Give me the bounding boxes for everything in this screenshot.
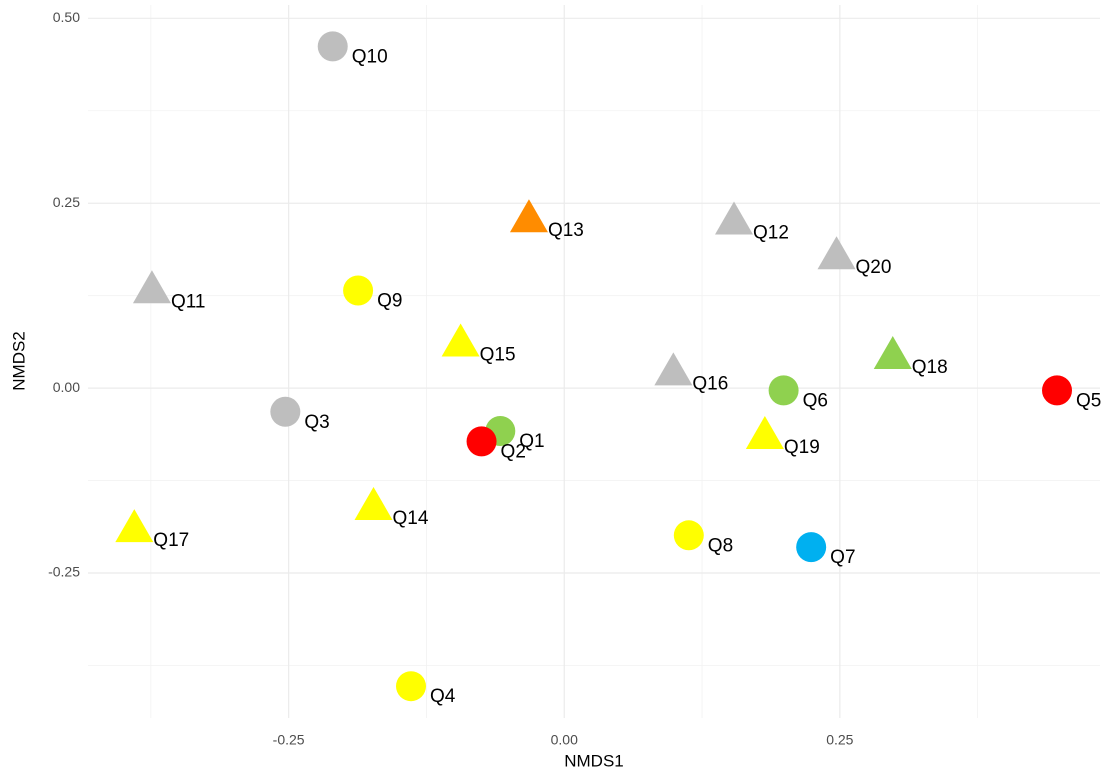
point-label: Q5 xyxy=(1076,390,1101,411)
x-axis-title: NMDS1 xyxy=(564,751,624,770)
point-triangle xyxy=(115,509,154,543)
point-triangle xyxy=(873,336,912,370)
point-triangle xyxy=(715,201,754,235)
point-label: Q20 xyxy=(856,257,892,278)
point-circle xyxy=(396,671,427,702)
y-axis-title: NMDS2 xyxy=(9,331,28,391)
point-label: Q15 xyxy=(480,345,516,366)
point-triangle xyxy=(132,270,171,304)
point-triangle xyxy=(354,486,393,520)
point-circle xyxy=(466,426,497,457)
point-label: Q10 xyxy=(352,46,388,67)
point-triangle xyxy=(745,415,784,449)
point-label: Q11 xyxy=(171,291,206,312)
point-circle xyxy=(317,31,348,62)
point-label: Q13 xyxy=(548,220,584,241)
y-tick-label: 0.25 xyxy=(53,194,80,210)
point-circle xyxy=(343,275,374,306)
point-label: Q7 xyxy=(830,547,855,568)
y-tick-label: 0.50 xyxy=(53,9,80,25)
point-circle xyxy=(270,396,301,427)
point-label: Q18 xyxy=(912,357,948,378)
point-label: Q9 xyxy=(377,291,402,312)
point-label: Q14 xyxy=(393,508,429,529)
point-triangle xyxy=(441,323,480,357)
point-circle xyxy=(796,532,827,563)
point-circle xyxy=(1042,375,1073,406)
point-label: Q8 xyxy=(708,535,733,556)
point-label: Q6 xyxy=(803,390,828,411)
point-triangle xyxy=(654,352,693,386)
point-circle xyxy=(768,375,799,406)
point-label: Q17 xyxy=(153,530,189,551)
point-triangle xyxy=(817,236,856,270)
x-tick-label: 0.25 xyxy=(826,732,853,748)
point-label: Q4 xyxy=(430,686,456,707)
point-label: Q3 xyxy=(304,412,329,433)
point-label: Q16 xyxy=(692,373,728,394)
y-tick-label: 0.00 xyxy=(53,379,80,395)
x-tick-label: -0.25 xyxy=(273,732,305,748)
point-label: Q12 xyxy=(753,222,789,243)
point-triangle xyxy=(509,199,548,233)
point-label: Q19 xyxy=(784,437,820,458)
x-tick-label: 0.00 xyxy=(551,732,578,748)
point-circle xyxy=(673,520,704,551)
point-label: Q1 xyxy=(519,431,544,452)
y-tick-label: -0.25 xyxy=(48,564,80,580)
point-label: Q2 xyxy=(501,441,526,462)
